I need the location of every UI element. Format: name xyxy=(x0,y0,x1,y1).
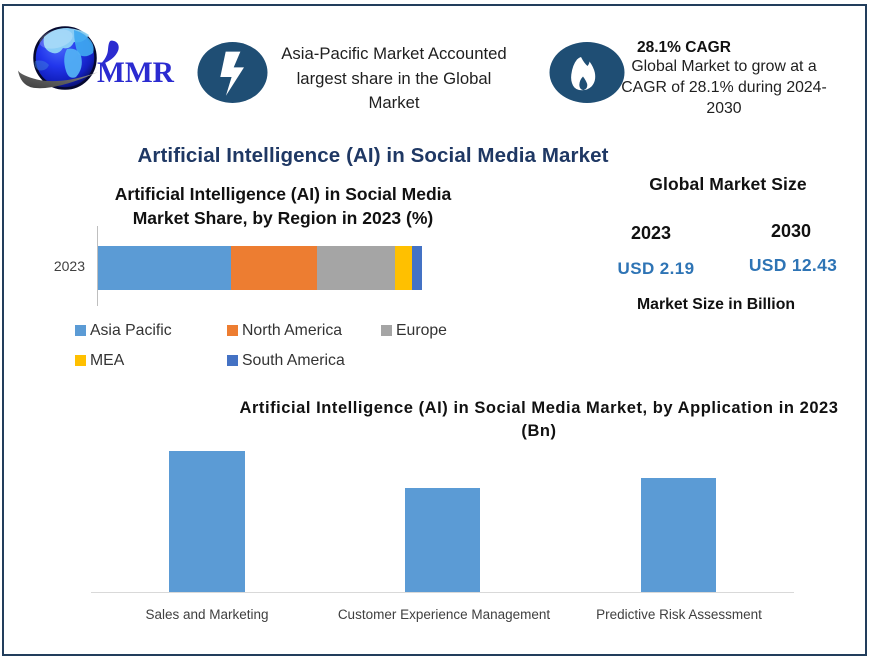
svg-text:MMR: MMR xyxy=(97,57,175,89)
